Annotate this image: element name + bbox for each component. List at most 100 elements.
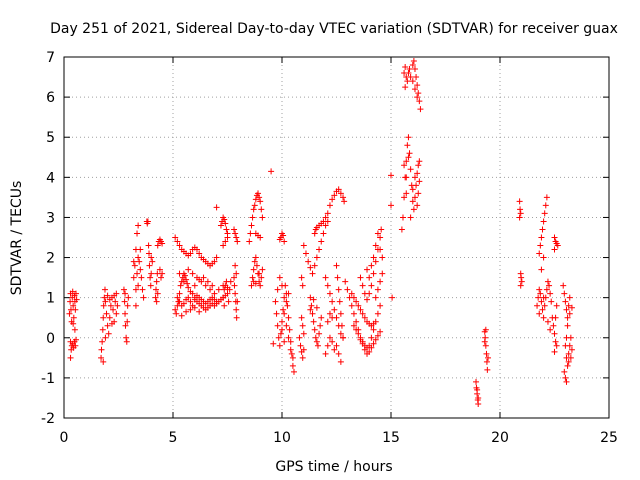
- data-point: [552, 338, 559, 345]
- data-point: [338, 322, 345, 329]
- data-point: [568, 304, 575, 311]
- data-point: [252, 280, 259, 287]
- data-point: [139, 286, 146, 293]
- data-point: [516, 214, 523, 221]
- y-tick-label: 4: [46, 170, 55, 186]
- data-point: [366, 274, 373, 281]
- data-point: [309, 310, 316, 317]
- data-point: [297, 342, 304, 349]
- data-point: [140, 294, 147, 301]
- data-point: [370, 340, 377, 347]
- data-point: [138, 274, 145, 281]
- data-point: [377, 246, 384, 253]
- data-point: [474, 386, 481, 393]
- data-point: [316, 246, 323, 253]
- data-point: [411, 194, 418, 201]
- y-tick-label: -2: [41, 411, 55, 427]
- data-point: [344, 286, 351, 293]
- data-point: [406, 66, 413, 73]
- data-point: [249, 274, 256, 281]
- data-point: [355, 330, 362, 337]
- data-point: [156, 266, 163, 273]
- data-point: [333, 314, 340, 321]
- data-point: [174, 294, 181, 301]
- data-point: [416, 178, 423, 185]
- data-point: [100, 302, 107, 309]
- data-point: [534, 302, 541, 309]
- data-point: [191, 304, 198, 311]
- data-point: [564, 362, 571, 369]
- data-point: [544, 278, 551, 285]
- data-point: [402, 64, 409, 71]
- y-axis-title: SDTVAR / TECUs: [9, 181, 25, 296]
- y-tick-label: 5: [46, 130, 55, 146]
- data-point: [222, 220, 229, 227]
- data-point: [368, 282, 375, 289]
- data-point: [174, 238, 181, 245]
- data-point: [279, 318, 285, 325]
- data-point: [187, 306, 194, 313]
- data-point: [135, 254, 142, 261]
- data-point: [259, 266, 266, 273]
- y-tick-label: 1: [46, 291, 55, 307]
- data-point: [180, 278, 187, 285]
- data-point: [407, 214, 414, 221]
- data-point: [250, 266, 257, 273]
- data-point: [246, 238, 253, 245]
- data-point: [132, 302, 139, 309]
- data-point: [377, 328, 384, 335]
- data-point: [172, 306, 179, 313]
- data-point: [566, 342, 573, 349]
- data-point: [122, 310, 129, 317]
- data-point: [248, 282, 255, 289]
- data-point: [322, 350, 329, 357]
- data-point: [402, 84, 409, 91]
- data-point: [540, 314, 547, 321]
- data-point: [336, 298, 343, 305]
- data-point: [215, 286, 222, 293]
- data-point: [176, 242, 183, 249]
- data-point: [224, 234, 231, 241]
- data-point: [312, 334, 319, 341]
- data-point: [355, 302, 362, 309]
- data-point: [249, 214, 256, 221]
- data-point: [104, 322, 111, 329]
- data-point: [517, 210, 524, 217]
- data-point: [309, 270, 316, 277]
- data-point: [300, 242, 307, 249]
- grid-lines: [64, 57, 609, 418]
- data-point: [398, 226, 405, 233]
- data-point: [329, 298, 336, 305]
- data-point: [213, 298, 220, 305]
- y-tick-label: 6: [46, 90, 55, 106]
- data-point: [417, 106, 424, 113]
- x-tick-label: 5: [169, 430, 178, 446]
- data-point: [564, 322, 571, 329]
- data-point: [407, 166, 414, 173]
- data-point: [233, 306, 240, 313]
- data-point: [485, 354, 492, 361]
- data-point: [185, 284, 192, 291]
- data-point: [318, 314, 325, 321]
- data-point: [370, 326, 377, 333]
- data-point: [473, 378, 480, 385]
- data-point: [107, 302, 114, 309]
- data-point: [221, 286, 228, 293]
- data-point: [103, 310, 110, 317]
- plot-frame: [63, 56, 610, 419]
- data-point: [410, 206, 417, 213]
- data-point: [324, 210, 331, 217]
- data-point: [541, 210, 548, 217]
- x-axis-title: GPS time / hours: [275, 459, 392, 475]
- data-point: [411, 86, 418, 93]
- data-point: [337, 358, 344, 365]
- data-point: [388, 172, 394, 179]
- data-point: [564, 314, 571, 321]
- data-point: [121, 298, 128, 305]
- data-point: [274, 322, 281, 329]
- data-point: [300, 330, 307, 337]
- data-point: [284, 302, 291, 309]
- data-point: [563, 306, 570, 313]
- data-point: [173, 310, 180, 317]
- data-point: [368, 334, 375, 341]
